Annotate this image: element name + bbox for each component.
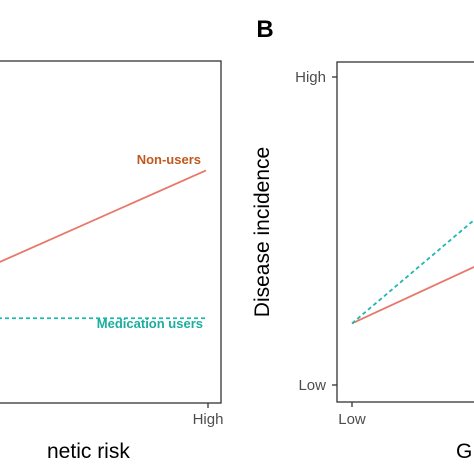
- panel-b-y-tick-label-high: High: [295, 69, 326, 86]
- series-label-medication-users: Medication users: [97, 316, 203, 331]
- panel-b-x-axis-title: G: [456, 440, 472, 463]
- panel-b-x-tick-label-low: Low: [338, 411, 366, 428]
- panel-b-series: [351, 218, 474, 325]
- panel-b-y-tick-label-low: Low: [298, 377, 326, 394]
- panel-a-series: [0, 169, 207, 320]
- panel-b: B High Low Low Disease incidence G: [251, 16, 474, 463]
- panel-b-series-line-2: [351, 218, 474, 325]
- series-label-non-users: Non-users: [137, 152, 201, 167]
- panel-b-series-line-1: [351, 266, 474, 325]
- panel-a-x-axis-title: netic risk: [47, 440, 130, 463]
- panel-a-series-line-1: [0, 169, 207, 263]
- panel-b-label: B: [256, 16, 273, 43]
- panel-a-frame: [0, 60, 222, 404]
- panel-b-frame: [336, 61, 474, 403]
- panel-b-y-axis-title: Disease incidence: [251, 147, 274, 317]
- panel-a-x-tick-label-high: High: [193, 411, 224, 428]
- panel-a: High netic risk Non-users Medication use…: [0, 60, 224, 463]
